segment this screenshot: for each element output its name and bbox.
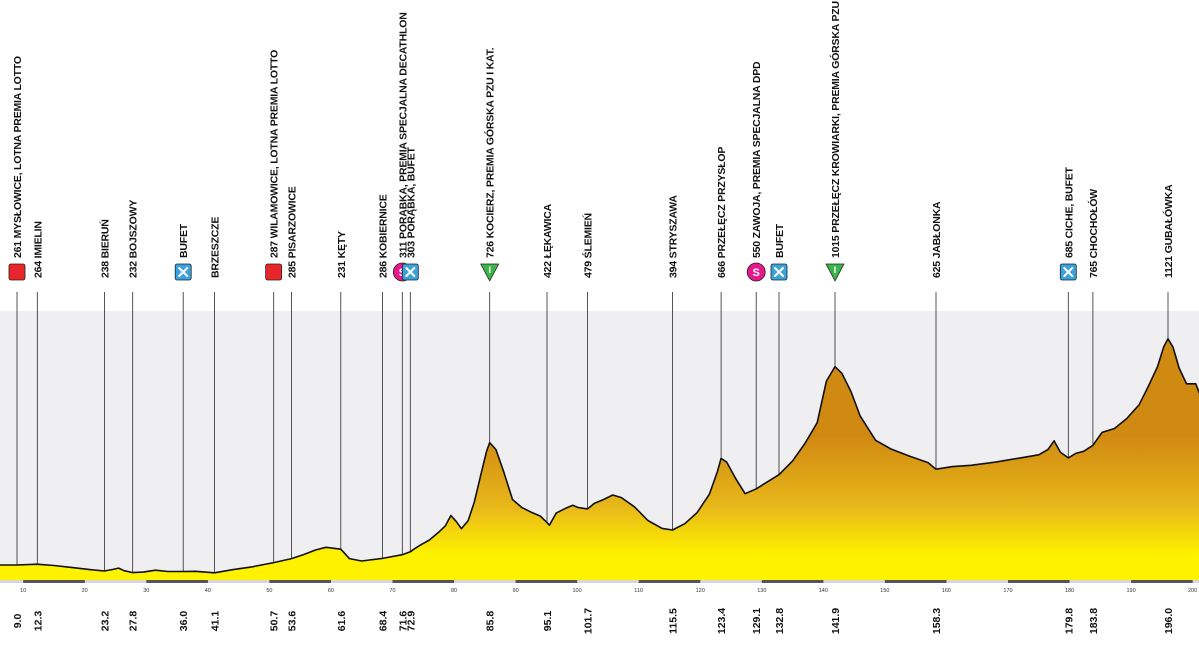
x-tick-label: 10 xyxy=(20,588,26,594)
waypoint-label: 303 PORĄBKA, BUFET xyxy=(405,146,417,258)
mountain-icon: I xyxy=(480,263,500,282)
x-tick-label: 170 xyxy=(1003,588,1012,594)
waypoint-label: 666 PRZEŁĘCZ PRZYSŁOP xyxy=(716,147,728,278)
waypoint-km-label: 50.7 xyxy=(269,611,281,632)
waypoint-label: 232 BOJSZOWY xyxy=(128,200,140,278)
x-tick-label: 140 xyxy=(819,588,828,594)
x-tick-label: 40 xyxy=(205,588,211,594)
waypoint-km-label: 101.7 xyxy=(583,608,595,634)
waypoint-km-label: 158.3 xyxy=(931,608,943,634)
scale-segment xyxy=(23,580,85,583)
elevation-area xyxy=(0,338,1199,581)
lotto-icon xyxy=(265,263,283,281)
distance-scale: 10 20 30 40 50 60 70 80 90 100 110 120 130 140 150 160 1… xyxy=(0,580,1199,594)
waypoint-km-label: 95.1 xyxy=(542,611,554,632)
waypoint-km-label: 132.8 xyxy=(774,608,786,634)
waypoint-km-label: 72.9 xyxy=(405,611,417,632)
waypoint-label: 261 MYSŁOWICE, LOTNA PREMIA LOTTO xyxy=(12,56,24,258)
special-icon: S xyxy=(746,262,766,282)
feed-icon xyxy=(401,263,419,281)
waypoint-km-label: 71.6 xyxy=(397,611,409,632)
waypoint-km-label: 196.0 xyxy=(1163,608,1175,634)
waypoint-label: 765 CHOCHOŁÓW xyxy=(1087,189,1100,278)
waypoint-label: 238 BIERUŃ xyxy=(98,219,111,278)
waypoint-km-label: 61.6 xyxy=(336,611,348,632)
waypoint-km-label: 129.1 xyxy=(751,608,763,634)
feed-icon xyxy=(1059,263,1077,281)
x-tick-label: 110 xyxy=(634,588,643,594)
scale-segment xyxy=(638,580,701,583)
waypoint-labels: 261 MYSŁOWICE, LOTNA PREMIA LOTTO 264 IMI… xyxy=(12,0,1175,278)
x-tick-label: 100 xyxy=(573,588,582,594)
waypoint-km-label: 9.0 xyxy=(12,614,24,629)
waypoint-label: 479 ŚLEMIEŃ xyxy=(582,213,595,278)
waypoint-km-label: 41.1 xyxy=(210,611,222,632)
x-tick-label: 50 xyxy=(266,588,272,594)
scale-segment xyxy=(515,580,578,583)
feed-icon xyxy=(770,263,788,281)
waypoint-label: BRZESZCZE xyxy=(210,217,222,278)
feed-icon xyxy=(174,263,192,281)
waypoint-km-label: 68.4 xyxy=(378,611,390,632)
waypoint-label: BUFET xyxy=(774,223,786,258)
x-tick-label: 20 xyxy=(82,588,88,594)
scale-segment xyxy=(392,580,455,583)
waypoint-label: 726 KOCIERZ, PREMIA GÓRSKA PZU I KAT. xyxy=(484,47,497,258)
x-tick-label: 150 xyxy=(880,588,889,594)
waypoint-label: 285 PISARZOWICE xyxy=(287,186,299,278)
scale-segment xyxy=(146,580,208,583)
scale-segment xyxy=(761,580,824,583)
waypoint-km-label: 23.2 xyxy=(99,611,111,632)
x-tick-label: 200 xyxy=(1188,588,1197,594)
x-tick-label: 180 xyxy=(1065,588,1074,594)
waypoint-label: 550 ZAWOJA, PREMIA SPECJALNA DPD xyxy=(751,61,763,258)
x-tick-label: 90 xyxy=(513,588,519,594)
x-tick-label: 190 xyxy=(1127,588,1136,594)
elevation-line xyxy=(0,338,1199,574)
x-tick-label: 160 xyxy=(942,588,951,594)
x-tick-label: 30 xyxy=(143,588,149,594)
waypoint-km-label: 36.0 xyxy=(178,611,190,632)
waypoint-label: 264 IMIELIN xyxy=(32,221,44,278)
scale-segment xyxy=(884,580,947,583)
waypoint-label: BUFET xyxy=(178,223,190,258)
waypoint-km-label: 27.8 xyxy=(128,611,140,632)
x-tick-label: 70 xyxy=(389,588,395,594)
waypoint-label: 1121 GUBAŁÓWKA xyxy=(1162,184,1175,278)
waypoint-km-label: 115.5 xyxy=(668,608,680,634)
waypoint-label: 287 WILAMOWICE, LOTNA PREMIA LOTTO xyxy=(269,50,281,258)
svg-text:I: I xyxy=(488,265,491,275)
waypoint-km-label: 179.8 xyxy=(1063,608,1075,634)
waypoint-label: 1015 PRZEŁĘCZ KROWIARKI, PREMIA GÓRSKA P… xyxy=(829,0,842,258)
waypoint-km-label: 85.8 xyxy=(485,611,497,632)
lotto-icon xyxy=(8,263,26,281)
km-labels: 9.0 12.3 23.2 27.8 36.0 41.1 50.7 53.6 61.6 68.4 7… xyxy=(12,608,1175,634)
x-tick-label: 130 xyxy=(757,588,766,594)
waypoint-km-label: 53.6 xyxy=(287,611,299,632)
scale-segment xyxy=(1008,580,1070,583)
svg-text:S: S xyxy=(753,267,760,279)
waypoint-km-label: 141.9 xyxy=(830,608,842,634)
waypoint-icons: SISI xyxy=(8,262,1077,282)
svg-text:I: I xyxy=(834,265,837,275)
x-tick-label: 80 xyxy=(451,588,457,594)
scale-segment xyxy=(269,580,331,583)
x-tick-label: 60 xyxy=(328,588,334,594)
waypoint-label: 394 STRYSZAWA xyxy=(668,195,680,278)
waypoint-label: 685 CICHE, BUFET xyxy=(1063,166,1075,258)
waypoint-label: 286 KOBIERNICE xyxy=(378,194,390,278)
waypoint-km-label: 183.8 xyxy=(1088,608,1100,634)
scale-segment xyxy=(1131,580,1193,583)
waypoint-label: 311 PORĄBKA, PREMIA SPECJALNA DECATHLON xyxy=(397,12,409,258)
scale-base xyxy=(0,580,1199,583)
waypoint-km-label: 123.4 xyxy=(716,608,728,634)
x-tick-label: 120 xyxy=(696,588,705,594)
waypoint-label: 422 ŁĘKAWICA xyxy=(542,203,554,278)
waypoint-label: 231 KĘTY xyxy=(336,231,348,278)
waypoint-label: 625 JABŁONKA xyxy=(931,201,943,278)
mountain-icon: I xyxy=(825,263,845,282)
waypoint-km-label: 12.3 xyxy=(32,611,44,632)
